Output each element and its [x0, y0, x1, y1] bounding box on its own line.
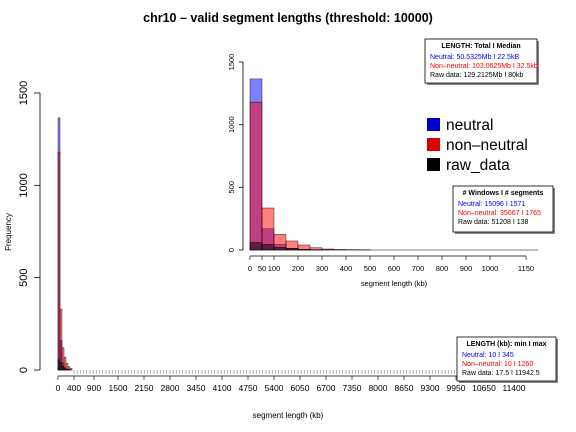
- main-bar-raw_data-4: [66, 369, 68, 370]
- main-x-axis-label: segment length (kb): [253, 411, 324, 420]
- inset-x-tick-label: 700: [412, 264, 425, 273]
- inset-x-tick-label: 800: [436, 264, 449, 273]
- main-x-tick-label: 5400: [265, 383, 284, 393]
- main-x-tick-label: 900: [87, 383, 101, 393]
- main-x-tick-label: 4100: [213, 383, 232, 393]
- totals-box-raw: Raw data: 129.2125Mb I 80kb: [430, 72, 524, 79]
- main-x-tick-label: 400: [67, 383, 81, 393]
- inset-x-tick-label: 1150: [518, 264, 534, 273]
- inset-x-axis-label: segment length (kb): [361, 279, 428, 288]
- minmax-box-nonneutral: Non–neutral: 10 I 1260: [462, 361, 533, 368]
- main-bar-nonneutral-0: [58, 152, 60, 370]
- windows-box: # Windows I # segments Neutral: 15096 I 1…: [453, 186, 555, 234]
- minmax-box-title: LENGTH (kb): min I max: [466, 341, 546, 348]
- inset-x-tick-label: 100: [268, 264, 281, 273]
- windows-box-neutral: Neutral: 15096 I 1571: [458, 201, 525, 208]
- legend-swatch-2: [427, 158, 440, 171]
- totals-box: LENGTH: Total I Median Neutral: 50.5325Mb…: [425, 39, 539, 85]
- windows-box-raw: Raw data: 51208 I 138: [458, 219, 529, 226]
- legend-swatch-1: [427, 138, 440, 151]
- legend-label-2: raw_data: [446, 157, 510, 174]
- legend-label-0: neutral: [446, 117, 493, 134]
- inset-x-tick-label: 200: [292, 264, 305, 273]
- main-y-axis-label: Frequency: [4, 213, 13, 251]
- inset-x-tick-label: 900: [460, 264, 473, 273]
- windows-box-nonneutral: Non–neutral: 35667 I 1765: [458, 210, 541, 217]
- inset-y-tick-label: 500: [227, 181, 236, 194]
- main-x-tick-label: 7350: [343, 383, 362, 393]
- main-bar-raw_data-5: [68, 369, 70, 370]
- main-bar-nonneutral-1: [60, 309, 62, 370]
- main-x-tick-label: 9300: [421, 383, 440, 393]
- inset-x-tick-label: 500: [364, 264, 377, 273]
- main-x-tick-label: 10650: [472, 383, 496, 393]
- minmax-box-neutral: Neutral: 10 I 345: [462, 352, 514, 359]
- inset-y-tick-label: 1000: [227, 116, 236, 133]
- main-bar-raw_data-0: [58, 360, 60, 370]
- main-x-tick-label: 6050: [291, 383, 310, 393]
- windows-box-title: # Windows I # segments: [463, 190, 544, 197]
- inset-x-tick-label: 600: [388, 264, 401, 273]
- main-y-tick-label: 1000: [18, 173, 30, 197]
- inset-bar-raw_data-3: [286, 248, 298, 250]
- main-x-tick-label: 6700: [317, 383, 336, 393]
- minmax-box-raw: Raw data: 17.5 I 11942.5: [462, 370, 540, 377]
- main-bar-raw_data-3: [64, 368, 66, 370]
- main-x-tick-label: 3450: [187, 383, 206, 393]
- main-bar-raw_data-2: [62, 366, 64, 370]
- legend-label-1: non–neutral: [446, 137, 528, 154]
- main-x-tick-label: 2150: [135, 383, 154, 393]
- main-x-tick-label: 8650: [395, 383, 414, 393]
- main-y-tick-label: 0: [18, 367, 30, 373]
- main-x-tick-label: 8000: [369, 383, 388, 393]
- main-x-tick-label: 1500: [109, 383, 128, 393]
- main-x-tick-label: 0: [56, 383, 61, 393]
- inset-bar-raw_data-0: [250, 242, 262, 250]
- inset-bar-raw_data-1: [262, 244, 274, 250]
- totals-box-nonneutral: Non–neutral: 103.0625Mb I 32.5kb: [430, 63, 538, 70]
- inset-x-tick-label: 50: [258, 264, 266, 273]
- inset-bar-nonneutral-1: [262, 208, 274, 250]
- totals-box-neutral: Neutral: 50.5325Mb I 22.5kB: [430, 54, 519, 61]
- inset-x-tick-label: 400: [340, 264, 353, 273]
- main-x-tick-label: 9950: [447, 383, 466, 393]
- chart-title: chr10 – valid segment lengths (threshold…: [143, 11, 433, 25]
- minmax-box: LENGTH (kb): min I max Neutral: 10 I 345 N…: [457, 337, 558, 383]
- main-y-tick-label: 500: [18, 268, 30, 286]
- main-x-tick-label: 4750: [239, 383, 258, 393]
- main-x-tick-label: 2800: [161, 383, 180, 393]
- inset-bar-raw_data-4: [298, 249, 310, 250]
- totals-box-title: LENGTH: Total I Median: [441, 43, 520, 50]
- inset-y-tick-label: 1500: [227, 54, 236, 71]
- legend: neutral non–neutral raw_data: [427, 117, 528, 174]
- inset-y-tick-label: 0: [227, 248, 236, 252]
- main-x-tick-label: 11400: [502, 383, 525, 393]
- inset-x-tick-label: 300: [316, 264, 329, 273]
- inset-x-tick-label: 1000: [482, 264, 499, 273]
- inset-bar-raw_data-2: [274, 247, 286, 250]
- legend-swatch-0: [427, 118, 440, 131]
- inset-bar-nonneutral-0: [250, 102, 262, 250]
- main-bar-raw_data-1: [60, 363, 62, 370]
- main-y-tick-label: 1500: [18, 81, 30, 105]
- inset-x-tick-label: 0: [248, 264, 252, 273]
